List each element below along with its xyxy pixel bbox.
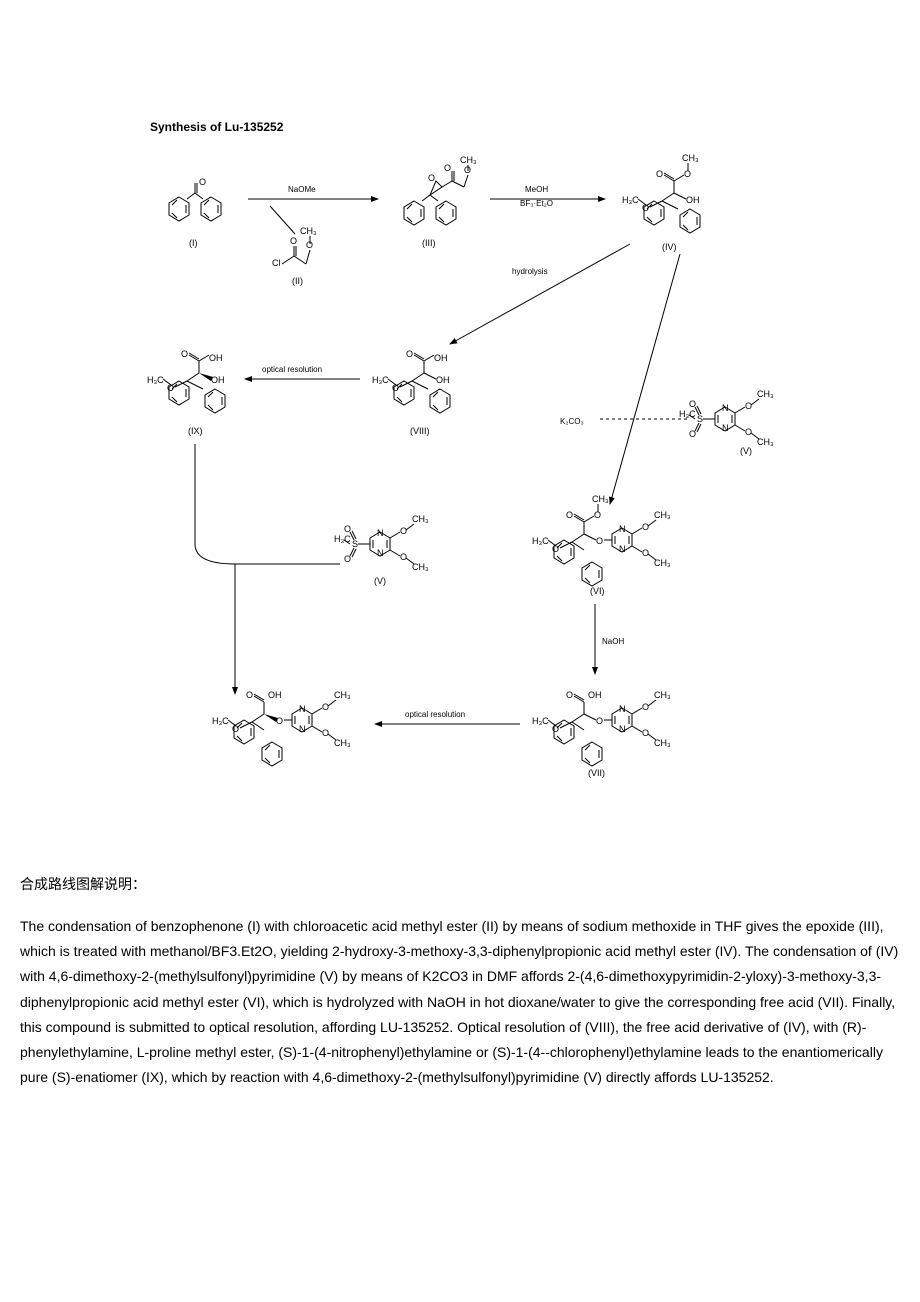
svg-text:O: O bbox=[566, 510, 573, 520]
body-text: The condensation of benzophenone (I) wit… bbox=[20, 914, 900, 1090]
reagent-bf3: BF₃·Et₂O bbox=[520, 199, 553, 208]
label-I: (I) bbox=[189, 238, 198, 248]
svg-text:O: O bbox=[246, 690, 253, 700]
svg-text:O: O bbox=[642, 702, 649, 712]
svg-text:O: O bbox=[444, 163, 451, 173]
svg-text:O: O bbox=[322, 702, 329, 712]
svg-text:CH₃: CH₃ bbox=[682, 153, 699, 163]
svg-text:OH: OH bbox=[209, 353, 223, 363]
svg-text:H₃C: H₃C bbox=[532, 716, 549, 726]
svg-text:O: O bbox=[566, 690, 573, 700]
svg-text:O: O bbox=[400, 552, 407, 562]
svg-text:CH₃: CH₃ bbox=[654, 558, 671, 568]
cn-heading: 合成路线图解说明： bbox=[20, 874, 900, 894]
svg-text:CH₃: CH₃ bbox=[460, 155, 477, 165]
svg-text:OH: OH bbox=[268, 690, 282, 700]
svg-text:O: O bbox=[428, 173, 435, 183]
svg-text:O: O bbox=[232, 724, 239, 734]
svg-text:O: O bbox=[322, 728, 329, 738]
svg-text:O: O bbox=[596, 536, 603, 546]
svg-text:O: O bbox=[199, 177, 206, 187]
label-IX: (IX) bbox=[188, 426, 203, 436]
svg-text:O: O bbox=[400, 526, 407, 536]
reagent-k2co3: K₂CO₃ bbox=[560, 417, 584, 426]
reagent-meoh: MeOH bbox=[525, 185, 548, 194]
reagent-naome: NaOMe bbox=[288, 185, 316, 194]
svg-text:H₃C: H₃C bbox=[622, 195, 639, 205]
svg-text:O: O bbox=[642, 203, 649, 213]
reagent-hydrolysis: hydrolysis bbox=[512, 267, 548, 276]
svg-text:CH₃: CH₃ bbox=[334, 738, 351, 748]
svg-text:CH₃: CH₃ bbox=[412, 562, 429, 572]
label-IV: (IV) bbox=[662, 242, 677, 252]
svg-text:O: O bbox=[689, 429, 696, 439]
svg-text:H₃C: H₃C bbox=[147, 375, 164, 385]
reagent-optres1: optical resolution bbox=[262, 365, 322, 374]
label-III: (III) bbox=[422, 238, 436, 248]
svg-text:O: O bbox=[656, 169, 663, 179]
svg-text:O: O bbox=[552, 544, 559, 554]
svg-text:OH: OH bbox=[436, 375, 450, 385]
reagent-optres2: optical resolution bbox=[405, 710, 465, 719]
svg-text:CH₃: CH₃ bbox=[654, 510, 671, 520]
svg-text:O: O bbox=[642, 548, 649, 558]
svg-text:CH₃: CH₃ bbox=[300, 226, 317, 236]
svg-text:CH₃: CH₃ bbox=[757, 437, 774, 447]
svg-text:O: O bbox=[745, 427, 752, 437]
svg-text:H₃C: H₃C bbox=[212, 716, 229, 726]
svg-text:Cl: Cl bbox=[272, 258, 281, 268]
svg-text:OH: OH bbox=[686, 195, 700, 205]
svg-text:O: O bbox=[406, 349, 413, 359]
svg-text:O: O bbox=[596, 716, 603, 726]
svg-text:O: O bbox=[745, 401, 752, 411]
svg-text:CH₃: CH₃ bbox=[412, 514, 429, 524]
svg-text:O: O bbox=[552, 724, 559, 734]
svg-text:O: O bbox=[689, 399, 696, 409]
svg-text:S: S bbox=[697, 414, 703, 424]
svg-text:OH: OH bbox=[211, 375, 225, 385]
svg-text:CH₃: CH₃ bbox=[654, 738, 671, 748]
svg-text:S: S bbox=[352, 539, 358, 549]
svg-text:H₃C: H₃C bbox=[372, 375, 389, 385]
svg-text:O: O bbox=[167, 383, 174, 393]
label-II: (II) bbox=[292, 276, 303, 286]
svg-text:O: O bbox=[344, 524, 351, 534]
svg-text:O: O bbox=[392, 383, 399, 393]
label-V: (V) bbox=[740, 446, 752, 456]
scheme-title: Synthesis of Lu-135252 bbox=[150, 120, 900, 134]
label-VIII: (VIII) bbox=[410, 426, 430, 436]
svg-text:H₃C: H₃C bbox=[532, 536, 549, 546]
label-V2: (V) bbox=[374, 576, 386, 586]
svg-text:CH₃: CH₃ bbox=[757, 389, 774, 399]
reaction-scheme: N N O (I) NaOMe Cl O O CH₃ (II) bbox=[140, 144, 840, 844]
svg-text:OH: OH bbox=[434, 353, 448, 363]
svg-text:CH₃: CH₃ bbox=[592, 494, 609, 504]
svg-text:O: O bbox=[290, 236, 297, 246]
svg-text:OH: OH bbox=[588, 690, 602, 700]
svg-text:O: O bbox=[276, 716, 283, 726]
label-VII: (VII) bbox=[588, 768, 605, 778]
svg-text:O: O bbox=[344, 554, 351, 564]
svg-text:O: O bbox=[642, 522, 649, 532]
svg-text:O: O bbox=[642, 728, 649, 738]
svg-text:CH₃: CH₃ bbox=[334, 690, 351, 700]
reagent-naoh: NaOH bbox=[602, 637, 624, 646]
svg-text:O: O bbox=[181, 349, 188, 359]
label-VI: (VI) bbox=[590, 586, 605, 596]
svg-text:CH₃: CH₃ bbox=[654, 690, 671, 700]
